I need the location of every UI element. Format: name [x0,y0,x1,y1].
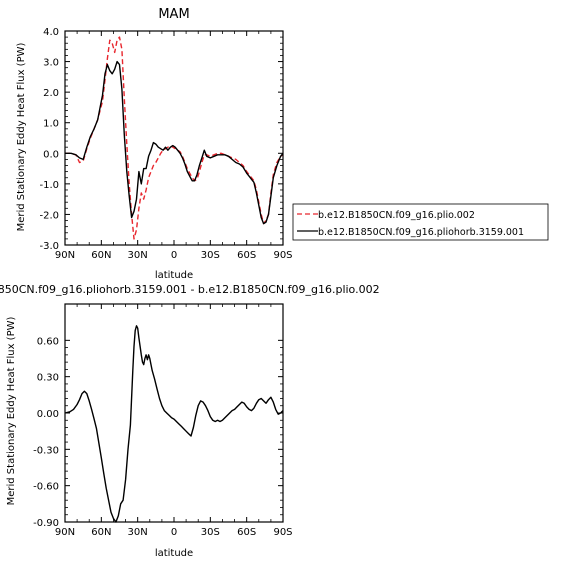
bottom-x-tick-label: 90S [273,527,292,538]
top-chart-axes: 90N 60N 30N 0 30S 60S 90S 4.0 3.0 2.0 1.0 0.0 -1.0 -2… [39,27,292,261]
bottom-x-tick-label: 60N [91,527,111,538]
top-y-tick-label: -1.0 [39,180,59,191]
legend-label-series-1: b.e12.B1850CN.f09_g16.plio.002 [318,210,475,221]
top-x-tick-label: 60N [91,250,111,261]
bottom-chart-ylabel: Merid Stationary Eddy Heat Flux (PW) [6,317,17,506]
top-x-tick-label: 30N [128,250,148,261]
bottom-chart-series [64,325,284,523]
bottom-x-tick-label: 0 [171,527,177,538]
bottom-x-tick-label: 30S [201,527,220,538]
top-chart-title: MAM [158,7,189,22]
bottom-y-tick-label: -0.60 [33,482,59,493]
top-x-tick-label: 60S [237,250,256,261]
bottom-chart-xlabel: latitude [155,548,193,559]
top-x-tick-label: 90S [273,250,292,261]
top-series-line-1 [65,36,284,240]
bottom-chart-plot-frame [64,303,284,523]
bottom-x-tick-label: 90N [55,527,75,538]
legend-box [292,203,549,241]
bottom-y-tick-label: -0.90 [33,518,59,529]
top-chart-plot-frame [64,30,284,246]
top-y-tick-label: -2.0 [39,210,59,221]
bottom-y-tick-label: 0.30 [37,373,59,384]
top-y-tick-label: 0.0 [43,149,59,160]
top-series-line-2 [65,60,284,225]
top-x-tick-label: 30S [201,250,220,261]
top-chart-ylabel: Merid Stationary Eddy Heat Flux (PW) [16,43,27,232]
bottom-y-tick-label: -0.30 [33,445,59,456]
top-y-tick-label: 2.0 [43,88,59,99]
top-x-tick-label: 90N [55,250,75,261]
top-chart-ylabel-group: Merid Stationary Eddy Heat Flux (PW) [16,43,27,232]
top-y-tick-label: -3.0 [39,241,59,252]
top-y-tick-label: 3.0 [43,58,59,69]
bottom-series-line-1 [64,325,284,523]
bottom-chart-ylabel-group: Merid Stationary Eddy Heat Flux (PW) [6,317,17,506]
top-chart: MAM Merid Stationary Eddy Heat Flux (PW)… [16,7,549,281]
top-chart-xlabel: latitude [155,270,193,281]
bottom-chart: b.e12.B1850CN.f09_g16.pliohorb.3159.001 … [0,283,380,559]
bottom-chart-axes: 90N 60N 30N 0 30S 60S 90S 0.60 0.30 0.00 -0.30 -0.6… [33,304,293,538]
bottom-y-tick-label: 0.00 [37,409,59,420]
top-chart-legend: b.e12.B1850CN.f09_g16.plio.002 b.e12.B18… [292,203,549,241]
bottom-chart-title: b.e12.B1850CN.f09_g16.pliohorb.3159.001 … [0,283,380,296]
bottom-y-tick-label: 0.60 [37,336,59,347]
top-chart-series [65,36,284,240]
bottom-x-tick-label: 30N [128,527,148,538]
bottom-x-tick-label: 60S [237,527,256,538]
top-y-tick-label: 4.0 [43,27,59,38]
top-y-tick-label: 1.0 [43,119,59,130]
legend-label-series-2: b.e12.B1850CN.f09_g16.pliohorb.3159.001 [318,227,524,238]
top-x-tick-label: 0 [171,250,177,261]
